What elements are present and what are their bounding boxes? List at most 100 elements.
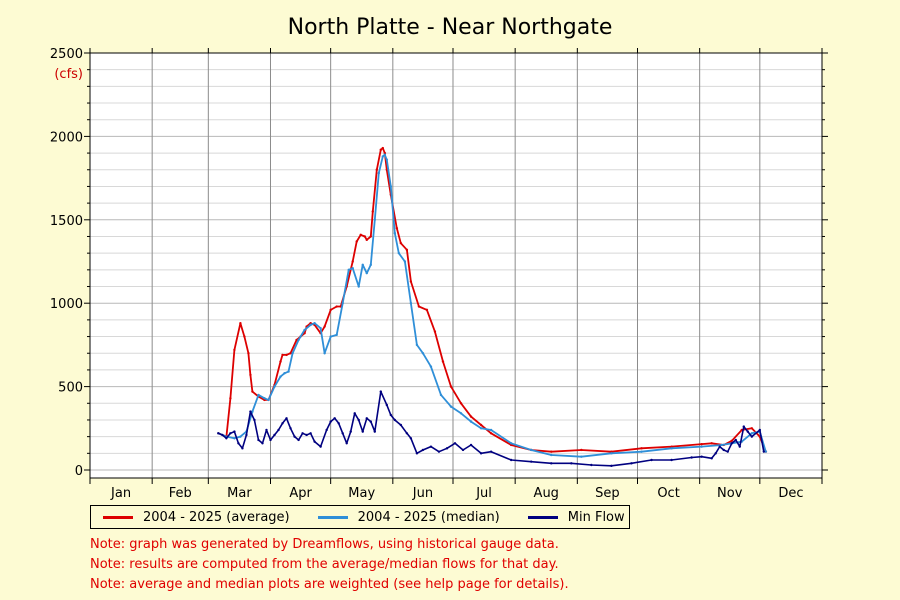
data-point — [459, 402, 463, 405]
data-point — [357, 285, 360, 288]
data-point — [377, 171, 380, 175]
y-tick-label: 0 — [75, 464, 83, 479]
y-tick-label: 500 — [58, 381, 83, 396]
data-point — [395, 226, 399, 230]
data-point — [449, 405, 453, 408]
data-point — [700, 455, 703, 458]
data-point — [319, 327, 322, 330]
data-point — [351, 266, 354, 270]
data-point — [742, 425, 745, 428]
data-point — [345, 442, 348, 445]
data-point — [437, 450, 441, 453]
data-point — [429, 365, 433, 368]
data-point — [381, 146, 384, 150]
data-point — [750, 432, 754, 435]
data-point — [371, 210, 374, 213]
data-point — [415, 452, 419, 455]
data-point — [245, 433, 248, 437]
axes: 0 500 1000 1500 2000 2500 Jan Feb Mar Apr May Jun Ju… — [50, 47, 828, 501]
data-point — [449, 385, 453, 388]
data-point — [670, 447, 673, 450]
data-point — [257, 393, 260, 397]
legend-label-median: 2004 - 2025 (median) — [357, 509, 500, 525]
data-point — [570, 462, 573, 465]
data-point — [734, 438, 737, 442]
data-point — [764, 450, 768, 453]
data-point — [341, 432, 344, 435]
data-point — [640, 447, 643, 450]
data-point — [333, 417, 336, 420]
data-point — [217, 432, 220, 435]
y-axis-unit-label: (cfs) — [54, 67, 83, 82]
data-point — [750, 427, 754, 430]
data-point — [349, 430, 352, 433]
data-point — [263, 397, 266, 400]
data-point — [758, 428, 762, 432]
data-point — [385, 403, 389, 407]
data-point — [439, 393, 443, 397]
data-point — [710, 442, 713, 445]
data-point — [530, 448, 533, 452]
x-tick-label: Jul — [475, 486, 492, 501]
data-point — [489, 428, 493, 432]
data-point — [489, 450, 493, 453]
legend-swatch-median — [317, 515, 348, 519]
data-point — [610, 464, 613, 468]
data-point — [225, 437, 228, 440]
data-point — [357, 418, 360, 422]
data-point — [297, 338, 300, 342]
data-point — [550, 462, 553, 465]
data-point — [313, 322, 316, 325]
data-point — [329, 335, 332, 338]
notes: Note: graph was generated by Dreamflows,… — [90, 535, 569, 595]
data-point — [283, 372, 286, 375]
data-point — [393, 418, 397, 422]
data-point — [241, 447, 244, 450]
data-point — [273, 433, 276, 437]
data-point — [409, 437, 413, 440]
data-point — [409, 302, 413, 305]
data-point — [373, 430, 376, 433]
data-point — [409, 280, 413, 283]
data-point — [730, 439, 733, 443]
data-point — [365, 271, 368, 275]
data-point — [243, 335, 246, 338]
data-point — [289, 427, 292, 430]
data-point — [279, 360, 282, 363]
data-point — [361, 263, 364, 267]
data-point — [726, 450, 729, 453]
data-point — [389, 185, 393, 188]
data-point — [379, 148, 382, 151]
data-point — [383, 151, 387, 155]
data-point — [237, 442, 240, 445]
data-point — [323, 352, 326, 355]
data-point — [397, 251, 401, 255]
data-point — [399, 241, 403, 245]
data-point — [479, 427, 483, 430]
x-tick-label: Jan — [110, 486, 131, 501]
data-point — [383, 153, 387, 156]
data-point — [361, 430, 364, 433]
data-point — [381, 155, 384, 158]
data-point — [509, 458, 513, 462]
data-point — [479, 423, 483, 427]
data-point — [389, 413, 393, 417]
x-tick-label: Aug — [534, 486, 559, 501]
data-point — [379, 390, 382, 393]
data-point — [355, 240, 358, 243]
data-point — [469, 415, 473, 418]
data-point — [369, 420, 372, 423]
data-point — [251, 410, 254, 413]
plot-frame — [89, 52, 823, 479]
data-point — [287, 370, 290, 373]
data-point — [359, 233, 362, 237]
data-point — [281, 422, 284, 425]
data-point — [425, 308, 429, 312]
y-tick-label: 2500 — [50, 47, 83, 62]
data-point — [325, 428, 328, 432]
data-point — [269, 438, 272, 442]
data-point — [285, 353, 288, 357]
data-point — [421, 352, 425, 355]
series-group — [217, 146, 768, 468]
data-point — [267, 398, 270, 402]
